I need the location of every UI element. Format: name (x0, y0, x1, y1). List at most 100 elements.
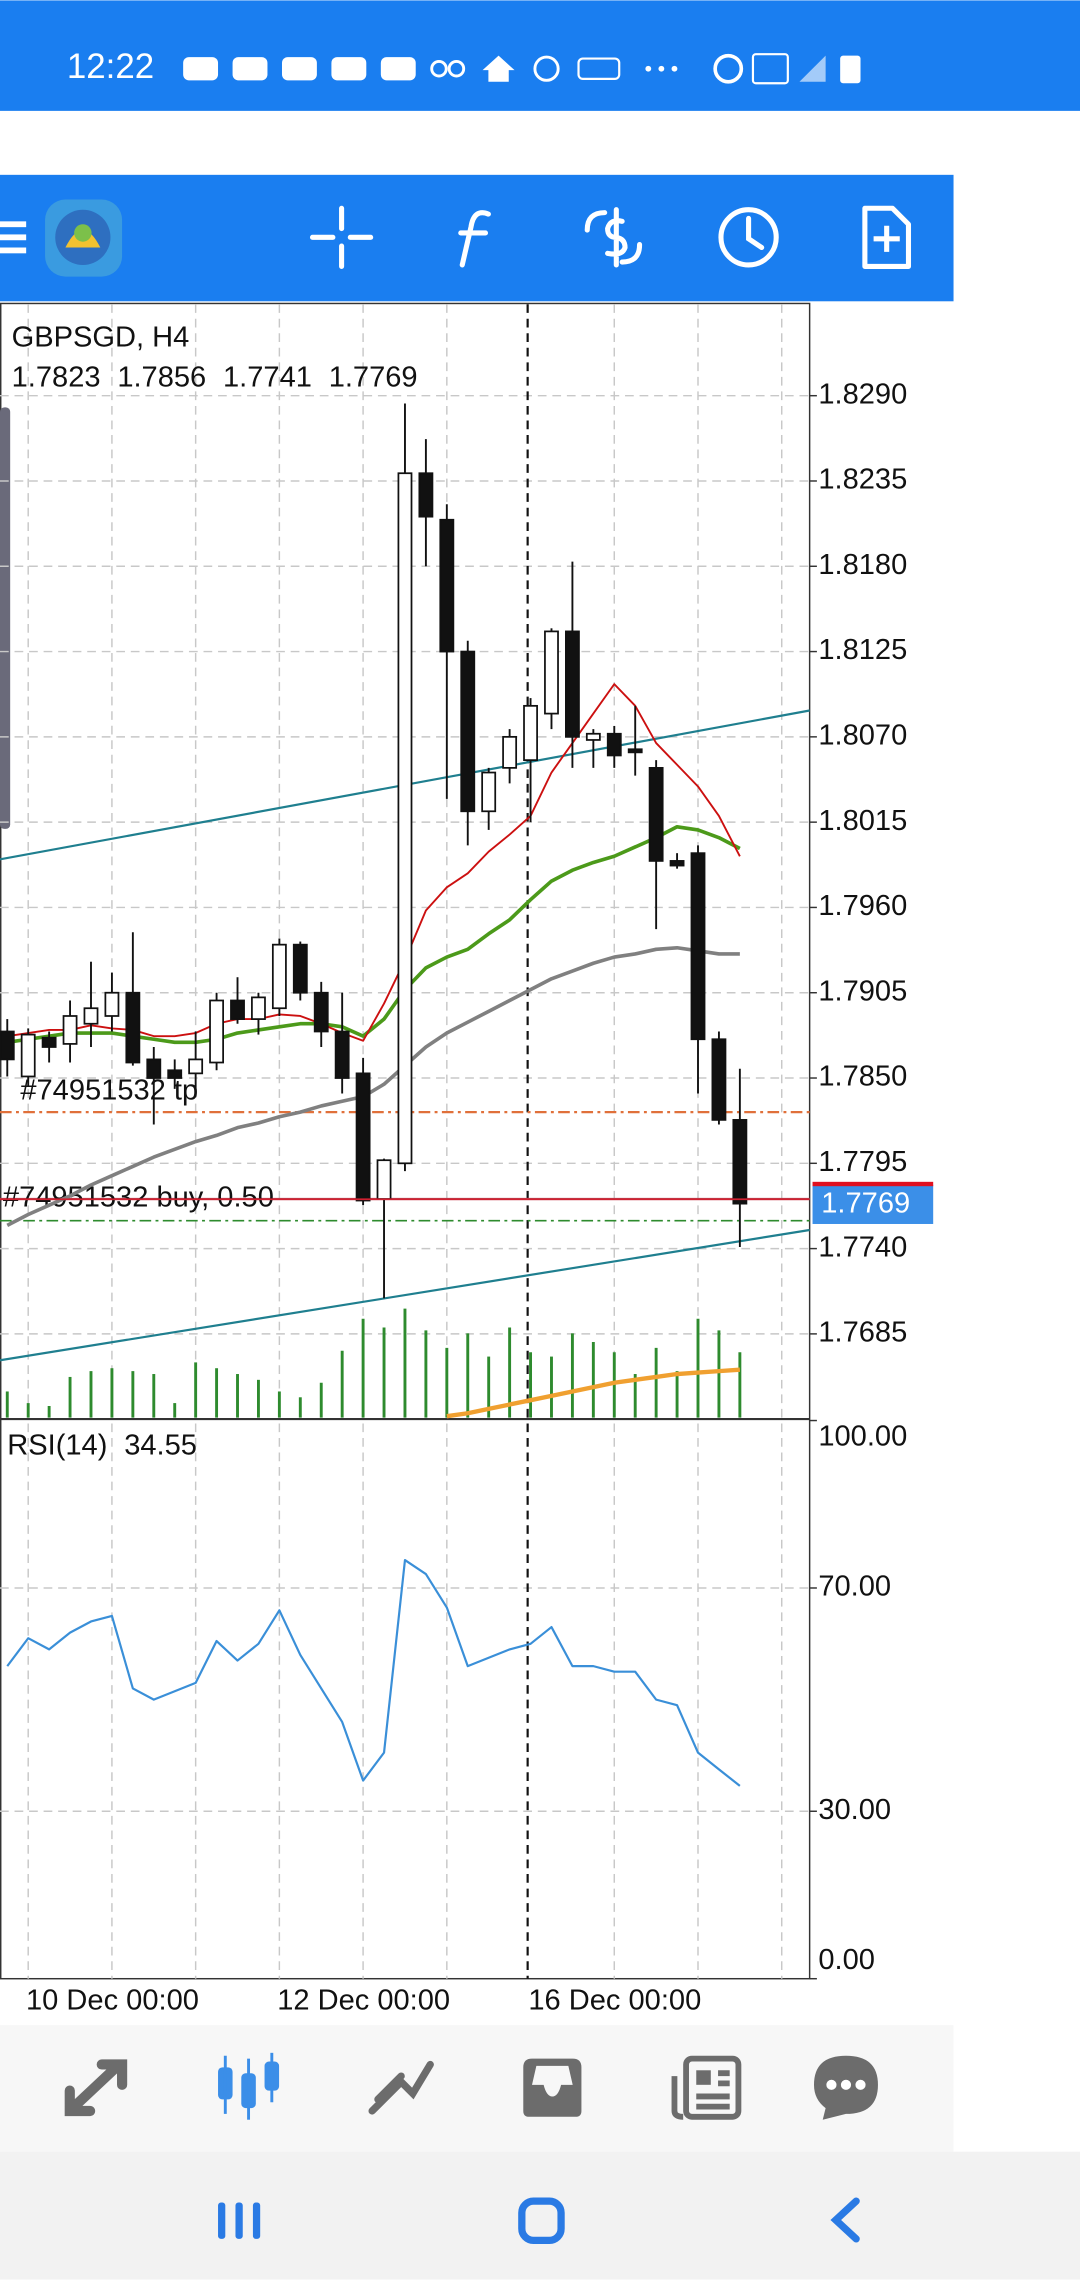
candle-body (627, 748, 643, 754)
ohlc-header: 1.7823 1.7856 1.7741 1.7769 (12, 361, 418, 393)
x-tick-label: 12 Dec 00:00 (277, 1985, 450, 2017)
nav-trade[interactable] (368, 2060, 434, 2115)
candle-body (690, 852, 706, 1041)
candle-body (146, 1058, 162, 1079)
menu-button[interactable] (0, 221, 27, 254)
candle-body (230, 999, 245, 1020)
candle-body (62, 1015, 78, 1045)
y-tick-label: 1.7685 (818, 1317, 907, 1349)
trendline (0, 1228, 810, 1362)
y-tick-label: 1.8235 (818, 464, 907, 496)
y-tick-label: 1.8125 (818, 634, 907, 666)
status-icons (183, 53, 861, 85)
candle-body (544, 630, 559, 715)
candle-body (355, 1072, 371, 1202)
nav-chat[interactable] (813, 2055, 878, 2120)
candle-body (41, 1036, 57, 1048)
candle-body (188, 1058, 204, 1075)
high-value: 1.7856 (117, 361, 206, 393)
order-label: #74951532 buy, 0.50 (3, 1182, 274, 1214)
rsi-tick-label: 70.00 (818, 1571, 891, 1603)
candle-body (251, 996, 266, 1020)
rsi-tick-label: 100.00 (818, 1421, 907, 1453)
status-time: 12:22 (67, 47, 154, 86)
chart-symbol: GBPSGD, H4 (12, 322, 190, 354)
price-tag-marker (812, 1181, 934, 1187)
app-logo[interactable] (45, 199, 123, 277)
indicators-button[interactable] (458, 210, 491, 268)
y-tick-label: 1.8070 (818, 720, 907, 752)
order-label: #74951532 tp (20, 1074, 198, 1106)
y-tick-label: 1.8015 (818, 805, 907, 837)
candle-body (606, 732, 622, 757)
candle-body (20, 1033, 36, 1078)
nav-quotes[interactable] (64, 2059, 128, 2117)
nav-chart[interactable] (218, 2052, 280, 2120)
x-tick-label: 16 Dec 00:00 (528, 1985, 701, 2017)
recent-apps-button[interactable] (218, 2202, 261, 2239)
candle-body (481, 771, 497, 813)
rsi-tick-label: 30.00 (818, 1794, 891, 1826)
candle-body (648, 766, 664, 862)
candle-body (104, 991, 120, 1017)
y-tick-label: 1.7850 (818, 1061, 907, 1093)
crosshair-button[interactable] (309, 205, 374, 269)
candle-body (669, 860, 685, 867)
new-order-button[interactable] (862, 205, 912, 269)
candle-body (334, 1030, 350, 1079)
nav-history[interactable] (523, 2058, 582, 2117)
trade-button[interactable] (584, 207, 643, 268)
volume-ma (446, 1367, 741, 1419)
y-tick-label: 1.7795 (818, 1146, 907, 1178)
ma-gray (6, 945, 740, 1227)
rsi-header: RSI(14) 34.55 (7, 1429, 197, 1461)
nav-news[interactable] (671, 2055, 742, 2120)
candle-body (313, 991, 329, 1033)
y-tick-label: 1.8180 (818, 549, 907, 581)
toolbar (0, 174, 954, 302)
y-tick-label: 1.7960 (818, 890, 907, 922)
candle-body (397, 472, 413, 1165)
side-handle[interactable] (0, 407, 11, 829)
rsi-value: 34.55 (124, 1429, 197, 1461)
candle-body (376, 1159, 392, 1200)
price-tag-label: 1.7769 (821, 1188, 910, 1220)
candle-body (502, 735, 518, 769)
candle-body (732, 1119, 748, 1205)
system-nav (0, 2151, 1080, 2280)
candle-body (711, 1038, 727, 1121)
candle-body (460, 650, 476, 813)
y-tick-label: 1.7740 (818, 1231, 907, 1263)
x-tick-label: 10 Dec 00:00 (26, 1985, 199, 2017)
low-value: 1.7741 (223, 361, 312, 393)
candle-body (209, 999, 224, 1064)
open-value: 1.7823 (12, 361, 101, 393)
status-bar (0, 0, 1080, 111)
bottom-nav (0, 2025, 954, 2152)
candle-body (125, 991, 141, 1064)
candle-body (0, 1030, 15, 1061)
candle-body (83, 1007, 99, 1025)
candle-body (439, 518, 455, 653)
candle-body (523, 704, 538, 761)
candle-body (418, 472, 434, 518)
price-tag (812, 1184, 934, 1224)
candle-body (565, 630, 580, 738)
rsi-line (6, 1558, 741, 1787)
y-tick-label: 1.8290 (818, 378, 907, 410)
chart-frame (0, 302, 811, 1980)
y-tick-label: 1.7905 (818, 975, 907, 1007)
candle-body (271, 943, 287, 1010)
candle-body (585, 732, 601, 741)
back-button[interactable] (830, 2197, 860, 2243)
timeframe-button[interactable] (718, 207, 779, 268)
rsi-tick-label: 0.00 (818, 1944, 875, 1976)
home-button[interactable] (518, 2197, 565, 2244)
candle-body (167, 1069, 183, 1079)
candle-body (292, 943, 308, 994)
rsi-label: RSI(14) (7, 1429, 107, 1461)
close-value: 1.7769 (329, 361, 418, 393)
